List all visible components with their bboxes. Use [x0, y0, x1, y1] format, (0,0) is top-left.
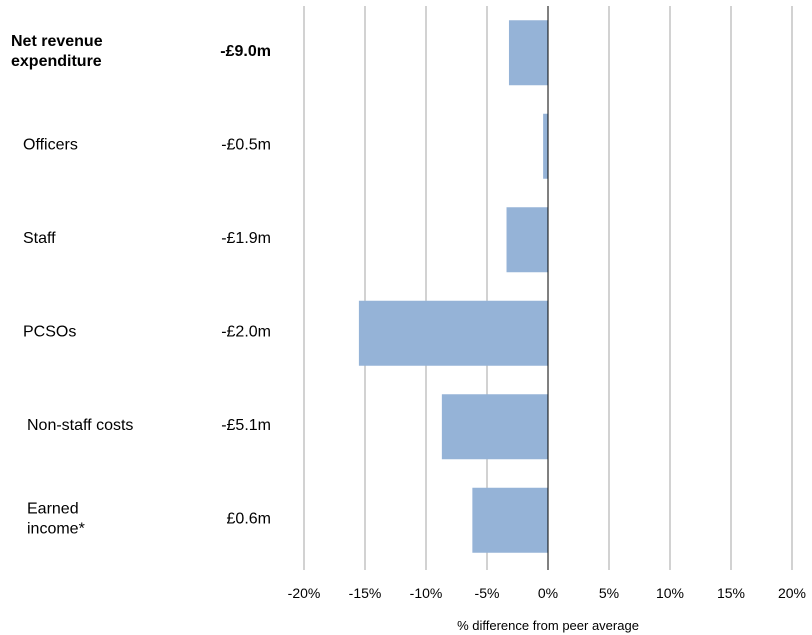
x-tick-label: -15%: [349, 585, 382, 601]
amount-label: -£5.1m: [221, 417, 271, 434]
amount-label: -£0.5m: [221, 136, 271, 153]
amount-labels: -£9.0m -£0.5m -£1.9m -£2.0m -£5.1m £0.6m: [220, 43, 271, 528]
gridlines: [303, 6, 793, 570]
category-label: expenditure: [11, 53, 102, 70]
bar: [472, 487, 548, 553]
amount-label: -£1.9m: [221, 230, 271, 247]
bar: [543, 113, 548, 179]
category-label: income*: [27, 520, 85, 537]
x-tick-label: 20%: [778, 585, 806, 601]
x-tick-labels: -20% -15% -10% -5% 0% 5% 10% 15% 20%: [288, 585, 806, 601]
category-labels: Net revenue expenditure Officers Staff PCSOs…: [11, 33, 133, 538]
bar: [441, 394, 548, 460]
x-tick-label: -10%: [410, 585, 443, 601]
x-axis-title: % difference from peer average: [457, 618, 639, 633]
bars: [358, 20, 548, 553]
category-label: Officers: [23, 136, 78, 153]
bar: [358, 300, 548, 366]
bar: [506, 207, 548, 273]
category-label: Earned: [27, 500, 79, 517]
amount-label: -£9.0m: [220, 43, 271, 60]
category-label: Staff: [23, 230, 56, 247]
bar: [508, 20, 548, 86]
x-tick-label: 10%: [656, 585, 684, 601]
x-tick-label: 0%: [538, 585, 558, 601]
amount-label: -£2.0m: [221, 323, 271, 340]
x-tick-label: 5%: [599, 585, 619, 601]
category-label: PCSOs: [23, 323, 76, 340]
amount-label: £0.6m: [227, 510, 271, 527]
x-tick-label: 15%: [717, 585, 745, 601]
category-label: Net revenue: [11, 33, 103, 50]
category-label: Non-staff costs: [27, 417, 133, 434]
x-tick-label: -5%: [475, 585, 500, 601]
x-tick-label: -20%: [288, 585, 321, 601]
